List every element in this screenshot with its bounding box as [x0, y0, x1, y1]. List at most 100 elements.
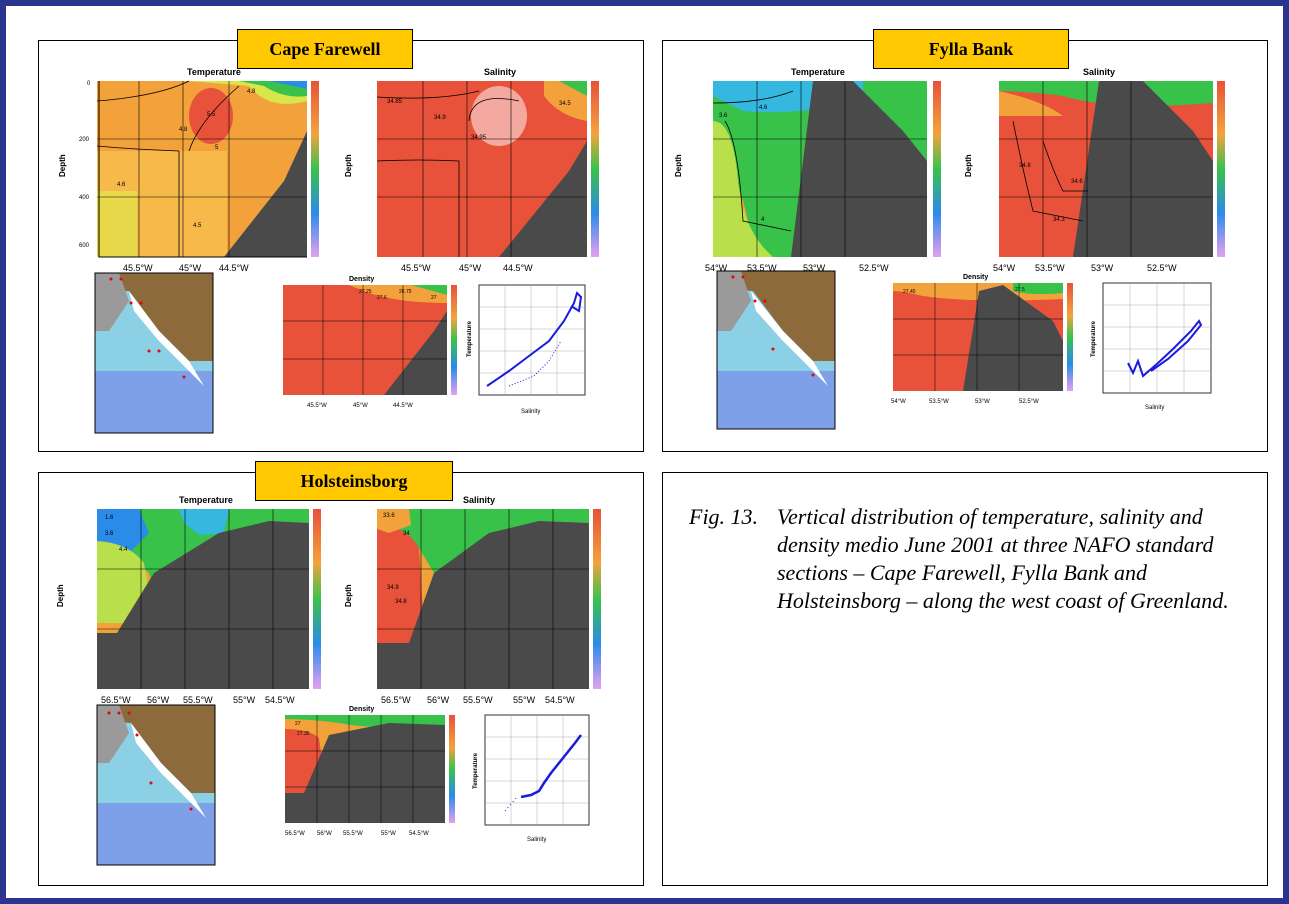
cape-dens-contour-2: 26.75	[399, 289, 412, 295]
fylla-temp-xtick-3: 52.5°W	[859, 263, 889, 273]
holsteinsborg-dens-contour-1: 27.35	[297, 731, 310, 737]
panel-holsteinsborg: Temperature 1.6 3.6 4.4 Depth 56.5°W 56°…	[38, 461, 644, 886]
cape-sal-contour-3: 34.95	[471, 135, 487, 141]
holsteinsborg-sal-xtick-4: 54.5°W	[545, 695, 575, 705]
holsteinsborg-density-section: Density 27 27.35 56.5°W 56°W 55.5°W 55°W…	[285, 706, 455, 837]
cape-temp-xtick-0: 45.5°W	[123, 263, 153, 273]
cape-sal-xtick-2: 44.5°W	[503, 263, 533, 273]
cape-temp-contour-3: 4.8	[247, 89, 256, 95]
cape-temperature-section: Temperature 4.8 5.5 5 4.8 4.6	[58, 67, 319, 273]
holsteinsborg-density-title: Density	[349, 706, 374, 713]
station-label-cape-farewell: Cape Farewell	[237, 29, 413, 69]
holsteinsborg-sal-contour-0: 33.6	[383, 513, 395, 519]
fylla-dens-xtick-2: 53°W	[975, 399, 990, 405]
fylla-sal-xtick-0: 54°W	[993, 263, 1016, 273]
cape-density-title: Density	[349, 276, 374, 283]
caption-text: Vertical distribution of temperature, sa…	[777, 504, 1229, 613]
fylla-ts-diagram: Temperature Salinity	[1091, 282, 1212, 411]
holsteinsborg-temp-xtick-2: 55.5°W	[183, 695, 213, 705]
holsteinsborg-salinity-section: Salinity 33.6 34 34.9 34.8 Depth 56.5°W …	[344, 495, 601, 705]
station-label-holsteinsborg: Holsteinsborg	[255, 461, 453, 501]
holsteinsborg-temp-xtick-3: 55°W	[233, 695, 256, 705]
cape-salinity-section: Salinity 34.85 34.9 34.5 34.95 Depth 45.…	[344, 67, 599, 273]
holsteinsborg-sal-xtick-3: 55°W	[513, 695, 536, 705]
holsteinsborg-sal-contour-2: 34.9	[387, 585, 399, 591]
holsteinsborg-temp-xtick-0: 56.5°W	[101, 695, 131, 705]
cape-salinity-title: Salinity	[484, 67, 516, 77]
fylla-sal-contour-0: 34.8	[1019, 163, 1031, 169]
fylla-sal-xtick-3: 52.5°W	[1147, 263, 1177, 273]
caption-number: Fig. 13.	[689, 504, 759, 529]
holsteinsborg-temp-contour-2: 4.4	[119, 547, 128, 553]
fylla-dens-xtick-0: 54°W	[891, 399, 906, 405]
holsteinsborg-temp-depth-label: Depth	[56, 584, 65, 607]
cape-temp-contour-0: 4.8	[179, 127, 188, 133]
fylla-temp-depth-label: Depth	[674, 154, 683, 177]
fylla-temp-xtick-1: 53.5°W	[747, 263, 777, 273]
cape-sal-contour-2: 34.5	[559, 101, 571, 107]
cape-temp-contour-1: 5.5	[207, 112, 216, 118]
fylla-temp-xtick-2: 53°W	[803, 263, 826, 273]
figure-caption: Fig. 13. Vertical distribution of temper…	[689, 503, 1249, 703]
fylla-map	[716, 270, 836, 430]
holsteinsborg-plots: Temperature 1.6 3.6 4.4 Depth 56.5°W 56°…	[56, 495, 601, 866]
holsteinsborg-temp-contour-1: 3.6	[105, 531, 114, 537]
cape-sal-contour-1: 34.9	[434, 115, 446, 121]
holsteinsborg-ts-xlabel: Salinity	[527, 837, 546, 843]
cape-density-section: Density 27.25 27.6 26.75 27 45.5°W 45°W …	[283, 276, 457, 409]
holsteinsborg-dens-xtick-2: 55.5°W	[343, 831, 363, 837]
cape-temp-contour-4: 4.6	[117, 182, 126, 188]
cape-dens-contour-3: 27	[431, 295, 437, 301]
cape-ts-xlabel: Salinity	[521, 409, 540, 415]
fylla-dens-contour-0: 27.45	[903, 289, 916, 295]
cape-ts-diagram: Temperature Salinity	[467, 284, 586, 415]
fylla-bank-plots: Temperature 3.6 4.6 4 Depth 54°W 53.5°W …	[674, 67, 1225, 430]
cape-temp-ytick-1: 200	[79, 137, 90, 143]
cape-temp-contour-2: 5	[215, 145, 219, 151]
holsteinsborg-sal-xtick-0: 56.5°W	[381, 695, 411, 705]
fylla-temp-contour-2: 4	[761, 217, 765, 223]
cape-temp-ytick-0: 0	[87, 81, 91, 87]
cape-temp-depth-label: Depth	[58, 154, 67, 177]
cape-temp-contour-5: 4.5	[193, 223, 202, 229]
fylla-sal-xtick-2: 53°W	[1091, 263, 1114, 273]
panel-cape-farewell: Temperature 4.8 5.5 5 4.8 4.6	[38, 29, 644, 452]
holsteinsborg-sal-xtick-2: 55.5°W	[463, 695, 493, 705]
holsteinsborg-sal-contour-3: 34.8	[395, 599, 407, 605]
holsteinsborg-sal-xtick-1: 56°W	[427, 695, 450, 705]
holsteinsborg-temp-xtick-1: 56°W	[147, 695, 170, 705]
holsteinsborg-ts-diagram: Temperature Salinity	[473, 714, 590, 843]
holsteinsborg-sal-depth-label: Depth	[344, 584, 353, 607]
fylla-temp-xtick-0: 54°W	[705, 263, 728, 273]
cape-ts-ylabel: Temperature	[467, 320, 473, 357]
holsteinsborg-temp-xtick-4: 54.5°W	[265, 695, 295, 705]
fylla-dens-xtick-1: 53.5°W	[929, 399, 949, 405]
fylla-density-section: Density 27.45 27.5 54°W 53.5°W 53°W 52.5…	[891, 274, 1073, 405]
fylla-salinity-title: Salinity	[1083, 67, 1115, 77]
fylla-sal-xtick-1: 53.5°W	[1035, 263, 1065, 273]
fylla-sal-depth-label: Depth	[964, 154, 973, 177]
holsteinsborg-salinity-title: Salinity	[463, 495, 495, 505]
holsteinsborg-dens-xtick-3: 55°W	[381, 831, 396, 837]
cape-dens-contour-0: 27.25	[359, 289, 372, 295]
cape-dens-xtick-0: 45.5°W	[307, 403, 327, 409]
fylla-ts-ylabel: Temperature	[1091, 320, 1097, 357]
holsteinsborg-dens-xtick-4: 54.5°W	[409, 831, 429, 837]
cape-sal-depth-label: Depth	[344, 154, 353, 177]
cape-temp-ytick-2: 400	[79, 195, 90, 201]
cape-map	[94, 272, 214, 434]
fylla-sal-contour-2: 34.3	[1053, 217, 1065, 223]
holsteinsborg-dens-xtick-1: 56°W	[317, 831, 332, 837]
holsteinsborg-sal-contour-1: 34	[403, 531, 410, 537]
fylla-dens-xtick-3: 52.5°W	[1019, 399, 1039, 405]
holsteinsborg-map	[96, 704, 216, 866]
caption-panel: Fig. 13. Vertical distribution of temper…	[662, 472, 1268, 886]
cape-sal-xtick-1: 45°W	[459, 263, 482, 273]
fylla-salinity-section: Salinity 34.8 34.6 34.3 Depth 54°W 53.5°…	[964, 67, 1225, 273]
holsteinsborg-temperature-section: Temperature 1.6 3.6 4.4 Depth 56.5°W 56°…	[56, 495, 321, 705]
cape-sal-xtick-0: 45.5°W	[401, 263, 431, 273]
holsteinsborg-dens-xtick-0: 56.5°W	[285, 831, 305, 837]
fylla-temperature-title: Temperature	[791, 67, 845, 77]
cape-temp-xtick-2: 44.5°W	[219, 263, 249, 273]
